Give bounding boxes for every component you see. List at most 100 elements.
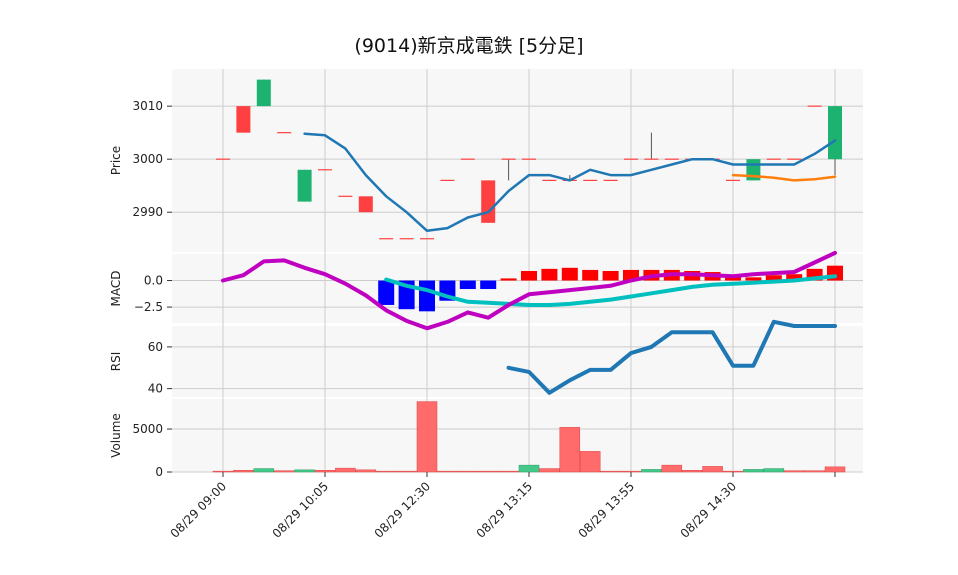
candle-body: [766, 158, 781, 160]
rsi-y-tick-label: 40: [148, 382, 163, 396]
ma-short-line: [303, 132, 837, 233]
volume-bar: [335, 467, 356, 473]
macd-signal-line: [384, 274, 837, 307]
volume-bar: [743, 469, 764, 473]
macd-hist-bar: [419, 280, 435, 312]
rsi-axis-label: RSI: [109, 352, 123, 372]
volume-bar: [314, 470, 336, 473]
x-tick-label: 08/29 14:30: [678, 479, 740, 541]
candle-body: [338, 195, 353, 197]
candle-body: [664, 158, 679, 160]
volume-bar: [498, 470, 519, 473]
volume-bar: [212, 470, 234, 473]
volume-bar: [722, 470, 744, 473]
volume-bar: [620, 470, 642, 473]
volume-y-tick-label: 0: [155, 465, 163, 479]
macd-hist-bar: [500, 278, 517, 281]
volume-bar: [477, 470, 499, 473]
candle-body: [624, 158, 638, 160]
macd-hist-bar: [765, 275, 782, 281]
macd-hist-bar: [602, 270, 619, 281]
volume-bar: [702, 466, 723, 473]
x-tick-label: 08/29 13:55: [576, 479, 638, 541]
ma-long-line: [731, 173, 837, 182]
macd-axis-label: MACD: [109, 271, 123, 307]
candle-body: [297, 169, 312, 202]
candle-body: [277, 132, 292, 134]
volume-bar: [437, 470, 458, 473]
macd-y-tick-label: 0.0: [144, 274, 163, 288]
candle-body: [481, 180, 496, 223]
macd-hist-bar: [521, 270, 537, 281]
x-tick-label: 08/29 12:30: [372, 479, 434, 541]
macd-hist-bar: [561, 267, 578, 281]
x-tick-label: 08/29 10:05: [270, 479, 332, 541]
volume-bar: [294, 469, 315, 473]
macd-hist-bar: [378, 280, 395, 305]
macd-hist-bar: [623, 269, 639, 281]
panel-layer: [172, 69, 863, 472]
volume-bar: [641, 469, 662, 473]
x-tick-label: 08/29 09:00: [168, 479, 230, 541]
candle-body: [399, 238, 414, 240]
price-axis-label: Price: [109, 146, 123, 175]
marks-layer: [212, 79, 846, 473]
macd-hist-bar: [745, 277, 762, 281]
candle-body: [787, 158, 802, 160]
volume-bar: [396, 470, 417, 473]
volume-bar: [273, 470, 295, 473]
candle-body: [440, 179, 455, 181]
volume-bar: [539, 468, 560, 473]
candle-body: [379, 238, 394, 240]
macd-hist-bar: [459, 280, 476, 290]
candle-body: [318, 169, 332, 171]
volume-bar: [824, 466, 846, 473]
volume-bar: [457, 470, 479, 473]
macd-hist-bar: [725, 277, 741, 281]
volume-bar: [783, 470, 805, 473]
price-y-tick-label: 3000: [132, 152, 163, 166]
candle-body: [501, 158, 516, 160]
volume-bar: [355, 469, 377, 473]
volume-bar: [559, 427, 581, 473]
candle-body: [603, 179, 618, 181]
volume-bar: [661, 464, 683, 473]
x-tick-label: 08/29 13:15: [474, 479, 536, 541]
volume-bar: [233, 470, 254, 473]
candle-body: [807, 105, 822, 107]
volume-bar: [600, 470, 621, 473]
macd-hist-bar: [582, 269, 599, 281]
volume-y-tick-label: 5000: [132, 422, 163, 436]
volume-bar: [763, 468, 785, 473]
macd-hist-bar: [786, 274, 803, 281]
volume-bar: [416, 401, 438, 473]
macd-hist-bar: [480, 280, 497, 290]
candle-body: [583, 179, 598, 181]
chart-title: (9014)新京成電鉄 [5分足]: [354, 35, 583, 57]
rsi-y-tick-label: 60: [148, 340, 163, 354]
volume-bar: [804, 470, 825, 473]
panel-volume: [172, 399, 863, 472]
candle-body: [828, 106, 842, 160]
price-y-tick-label: 3010: [132, 99, 163, 113]
panel-macd: [172, 254, 863, 323]
candle-body: [726, 179, 740, 181]
rsi-line: [506, 319, 837, 395]
candle-body: [460, 158, 475, 160]
volume-bar: [253, 468, 275, 473]
candle-body: [358, 196, 373, 213]
candle-body: [522, 158, 536, 160]
candle-body: [644, 158, 659, 160]
candle-body: [542, 179, 557, 181]
macd-line: [221, 250, 837, 331]
volume-bar: [579, 451, 601, 473]
macd-hist-bar: [541, 268, 558, 281]
panel-rsi: [172, 326, 863, 397]
macd-y-tick-label: −2.5: [134, 300, 163, 314]
volume-bar: [681, 470, 703, 473]
volume-axis-label: Volume: [109, 413, 123, 458]
candle-body: [236, 106, 251, 133]
candle-body: [420, 238, 434, 240]
